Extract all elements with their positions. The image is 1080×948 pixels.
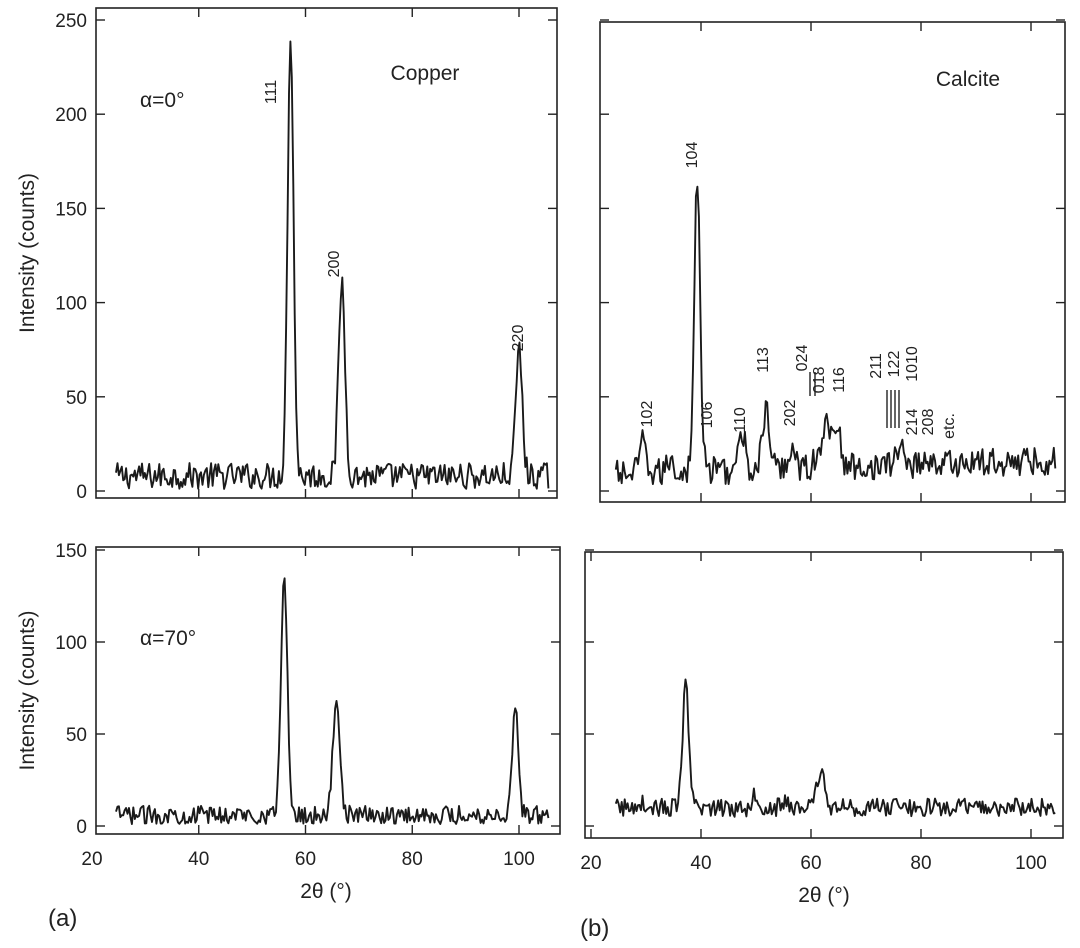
peak-label-211: 211: [868, 353, 885, 379]
x-axis-title: 2θ (°): [300, 880, 352, 903]
peak-label-104: 104: [684, 142, 701, 169]
x-axis-title: 2θ (°): [798, 884, 850, 907]
series-line-copper-bottom: [115, 577, 550, 825]
x-tick-label: 80: [910, 853, 931, 874]
y-tick-label: 200: [55, 105, 87, 126]
x-tick-label: 60: [295, 849, 316, 870]
peak-label-214: 214: [904, 409, 921, 436]
x-tick-label: 40: [690, 853, 711, 874]
y-tick-label: 50: [66, 725, 87, 746]
y-tick-label: 100: [55, 633, 87, 654]
peak-label-111: 111: [263, 80, 280, 104]
peak-label-220: 220: [510, 325, 527, 352]
y-tick-label: 250: [55, 11, 87, 32]
peak-label-200: 200: [326, 251, 343, 278]
x-tick-label: 20: [580, 853, 601, 874]
panel-letter-a: (a): [48, 905, 77, 932]
plot-frame: [584, 551, 1064, 839]
peak-label-etc.: etc.: [941, 413, 958, 439]
panel-copper-bottom: 0 50 100 150 20 40 60 80 100 Intensity (counts) 2θ…: [16, 541, 561, 903]
peak-label-106: 106: [699, 402, 716, 429]
x-tick-label: 100: [503, 849, 535, 870]
plot-frame: [599, 21, 1066, 503]
peak-label-102: 102: [639, 401, 656, 428]
y-tick-label: 150: [55, 199, 87, 220]
peak-label-1010: 1010: [904, 346, 921, 382]
y-tick-label: 100: [55, 294, 87, 315]
peak-label-208: 208: [920, 409, 937, 436]
x-tick-label: 80: [402, 849, 423, 870]
plot-frame: [95, 546, 561, 835]
panel-title: Copper: [391, 62, 460, 85]
plot-frame: [95, 7, 558, 499]
peak-label-202: 202: [782, 400, 799, 427]
alpha-annotation: α=0°: [140, 89, 184, 112]
y-axis-title: Intensity (counts): [16, 611, 39, 771]
panel-calcite-bottom: 20 40 60 80 100 2θ (°): [580, 549, 1064, 907]
peak-label-018: 018: [811, 367, 828, 394]
peak-label-116: 116: [831, 367, 848, 393]
x-tick-label: 40: [188, 849, 209, 870]
panel-letter-b: (b): [580, 915, 609, 942]
panel-title: Calcite: [936, 68, 1000, 91]
series-line-calcite-top: [614, 185, 1057, 486]
series-line-calcite-bottom: [614, 678, 1056, 818]
peak-label-122: 122: [886, 351, 903, 378]
panel-copper-top: 0 50 100 150 200 250 Intensity (counts) Copper α…: [16, 7, 558, 503]
peak-label-113: 113: [755, 347, 772, 373]
x-tick-label: 20: [81, 849, 102, 870]
series-line-copper-top: [115, 40, 550, 490]
y-tick-label: 0: [76, 482, 87, 503]
peak-label-024: 024: [794, 345, 811, 372]
peak-label-110: 110: [732, 407, 749, 433]
y-axis-title: Intensity (counts): [16, 173, 39, 333]
y-tick-label: 50: [66, 388, 87, 409]
y-tick-label: 150: [55, 541, 87, 562]
y-tick-label: 0: [76, 817, 87, 838]
alpha-annotation: α=70°: [140, 627, 196, 650]
x-tick-label: 100: [1015, 853, 1047, 874]
x-tick-label: 60: [800, 853, 821, 874]
